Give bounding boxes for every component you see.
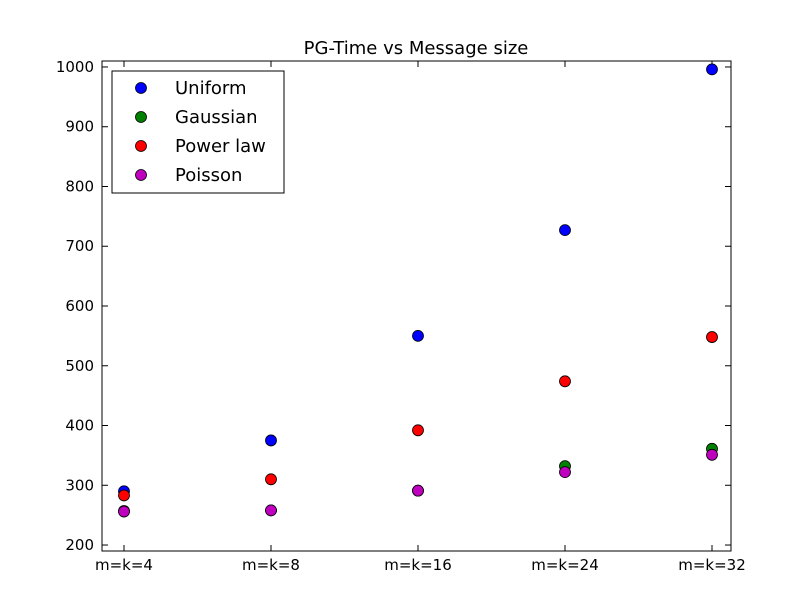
x-tick-label: m=k=32: [678, 556, 746, 574]
x-tick-label: m=k=4: [95, 556, 153, 574]
data-point: [559, 375, 571, 388]
legend: Uniform Gaussian Power law Poisson: [111, 70, 285, 194]
chart-title: PG-Time vs Message size: [304, 38, 529, 59]
y-tick-label: 600: [65, 297, 94, 315]
data-point: [706, 448, 718, 461]
legend-marker: [135, 169, 147, 181]
x-tick-label: m=k=8: [242, 556, 300, 574]
y-tick-label: 200: [65, 536, 94, 554]
data-point: [412, 424, 424, 437]
y-tick-label: 800: [65, 177, 94, 195]
data-point: [559, 224, 571, 237]
data-point: [265, 473, 277, 486]
y-tick-label: 400: [65, 417, 94, 435]
legend-marker: [135, 111, 147, 123]
y-tick-label: 500: [65, 357, 94, 375]
y-tick-label: 1000: [56, 58, 94, 76]
data-point: [412, 329, 424, 342]
y-tick-label: 300: [65, 476, 94, 494]
y-tick-label: 700: [65, 237, 94, 255]
legend-marker: [135, 82, 147, 94]
data-point: [118, 505, 130, 518]
x-tick-label: m=k=24: [531, 556, 599, 574]
plot-axes: 200 300 400 500 600 700 800 900 1000 m=k=4 m=k=8 m=…: [56, 58, 746, 574]
legend-label: Uniform: [175, 78, 247, 99]
data-point: [412, 484, 424, 497]
legend-label: Power law: [175, 136, 266, 157]
y-tick-label: 900: [65, 118, 94, 136]
legend-marker: [135, 140, 147, 152]
data-point: [265, 504, 277, 517]
data-point: [706, 331, 718, 343]
data-points: [118, 63, 718, 518]
data-point: [559, 466, 571, 479]
data-point: [265, 434, 277, 447]
legend-label: Gaussian: [175, 107, 258, 128]
x-tick-label: m=k=16: [384, 556, 452, 574]
legend-label: Poisson: [175, 165, 242, 186]
data-point: [706, 63, 718, 76]
data-point: [118, 489, 130, 502]
